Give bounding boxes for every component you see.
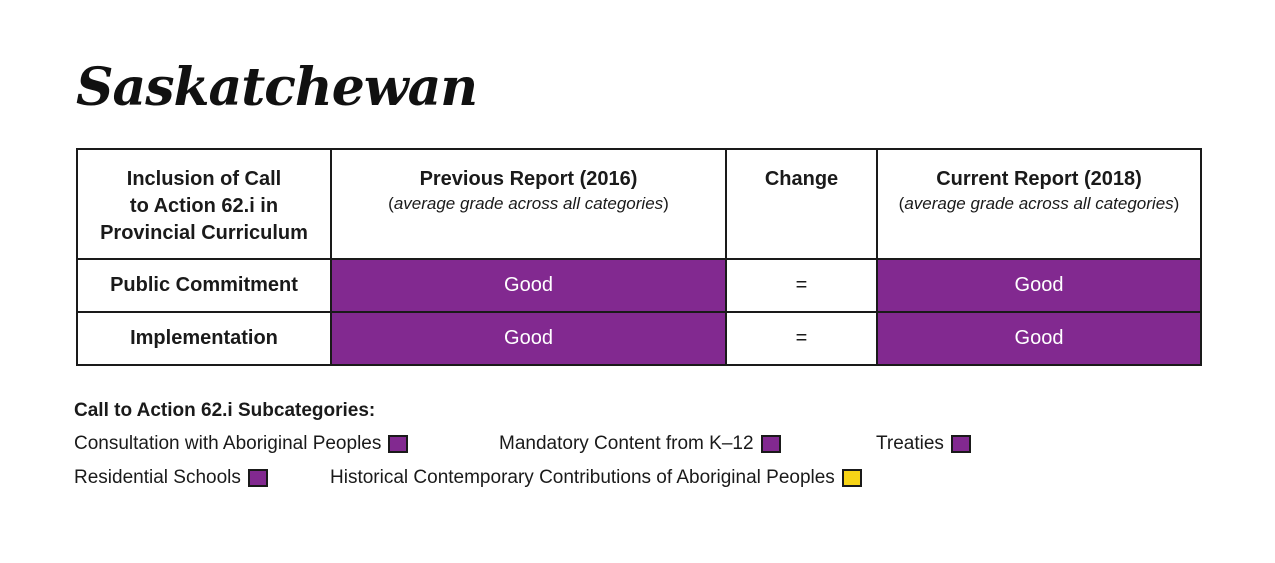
header-previous-subtitle: (average grade across all categories) (388, 194, 669, 213)
header-current-title: Current Report (2018) (936, 168, 1142, 190)
header-change-title: Change (764, 168, 839, 190)
legend-label-mandatory-content: Mandatory Content from K–12 (499, 433, 754, 454)
legend-label-historical-contributions: Historical Contemporary Contributions of… (330, 467, 835, 488)
report-table: Inclusion of Call to Action 62.i in Prov… (76, 148, 1202, 366)
legend-label-consultation: Consultation with Aboriginal Peoples (74, 433, 382, 454)
legend-swatch-residential-schools (247, 469, 268, 487)
header-current-subtitle-text: average grade across all categories (904, 194, 1174, 213)
legend-item-mandatory-content: Mandatory Content from K–12 (499, 433, 781, 455)
legend-item-consultation: Consultation with Aboriginal Peoples (74, 433, 409, 455)
legend-title: Call to Action 62.i Subcategories: (74, 400, 376, 421)
header-previous-title: Previous Report (2016) (419, 168, 638, 190)
change-implementation: = (725, 311, 878, 366)
legend-item-historical-contributions: Historical Contemporary Contributions of… (330, 467, 862, 489)
header-inclusion-line-3: Provincial Curriculum (100, 222, 308, 244)
header-inclusion-line-1: Inclusion of Call (126, 168, 282, 190)
legend-label-residential-schools: Residential Schools (74, 467, 241, 488)
legend-swatch-mandatory-content (760, 435, 781, 453)
header-current-report: Current Report (2018) (average grade acr… (876, 148, 1202, 260)
row-label-public-commitment: Public Commitment (76, 258, 332, 313)
legend-label-treaties: Treaties (876, 433, 944, 454)
legend-item-residential-schools: Residential Schools (74, 467, 268, 489)
table-row: Implementation Good = Good (76, 311, 1202, 366)
header-inclusion: Inclusion of Call to Action 62.i in Prov… (76, 148, 332, 260)
change-public-commitment: = (725, 258, 878, 313)
header-change: Change (725, 148, 878, 260)
table-row: Public Commitment Good = Good (76, 258, 1202, 313)
grade-previous-public-commitment: Good (330, 258, 727, 313)
legend-swatch-historical-contributions (841, 469, 862, 487)
legend-item-treaties: Treaties (876, 433, 971, 455)
legend-swatch-consultation (388, 435, 409, 453)
grade-previous-implementation: Good (330, 311, 727, 366)
header-previous-report: Previous Report (2016) (average grade ac… (330, 148, 727, 260)
grade-current-implementation: Good (876, 311, 1202, 366)
grade-current-public-commitment: Good (876, 258, 1202, 313)
row-label-implementation: Implementation (76, 311, 332, 366)
header-inclusion-line-2: to Action 62.i in (129, 195, 279, 217)
legend-swatch-treaties (950, 435, 971, 453)
table-header-row: Inclusion of Call to Action 62.i in Prov… (76, 148, 1202, 260)
header-current-subtitle: (average grade across all categories) (898, 194, 1180, 213)
page-title: Saskatchewan (76, 57, 478, 118)
header-previous-subtitle-text: average grade across all categories (393, 194, 664, 213)
